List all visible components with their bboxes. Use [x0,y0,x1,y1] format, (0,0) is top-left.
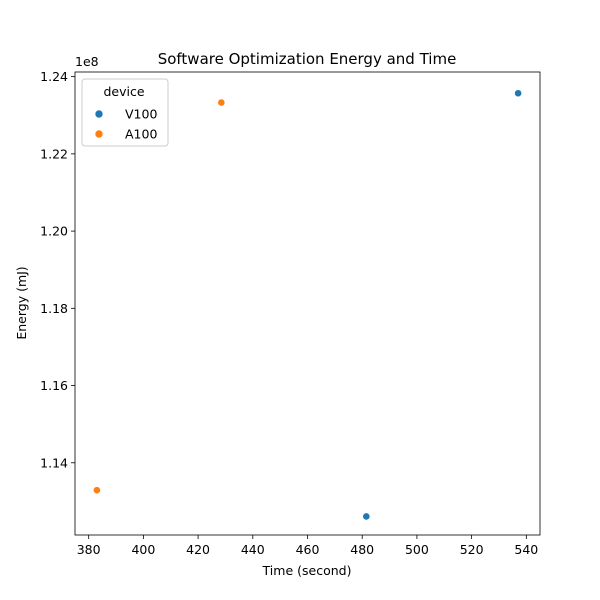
legend: device V100 A100 [81,78,169,147]
y-tick-label: 1.20 [40,224,68,239]
x-tick-label: 460 [296,542,320,557]
legend-box [81,78,169,147]
data-point-a100 [92,486,101,495]
data-point-v100 [362,512,371,521]
x-tick-label: 520 [460,542,484,557]
x-axis-label: Time (second) [262,563,352,578]
plot-area [74,71,541,536]
y-tick-label: 1.24 [40,69,68,84]
y-axis-label: Energy (mJ) [14,266,29,339]
x-tick-label: 500 [405,542,429,557]
legend-marker-a100 [94,129,104,139]
y-tick-label: 1.16 [40,378,68,393]
legend-marker-v100 [94,109,104,119]
x-tick-label: 540 [514,542,538,557]
y-offset-label: 1e8 [75,54,99,69]
y-tick-label: 1.18 [40,301,68,316]
legend-label-a100: A100 [125,127,157,142]
data-point-a100 [217,98,226,107]
x-tick-label: 420 [186,542,210,557]
data-point-v100 [514,89,523,98]
x-tick-label: 400 [131,542,155,557]
x-tick-label: 440 [241,542,265,557]
legend-title: device [103,84,144,99]
y-tick-label: 1.22 [40,146,68,161]
legend-label-v100: V100 [125,107,157,122]
x-tick-label: 480 [350,542,374,557]
chart-title: Software Optimization Energy and Time [158,50,457,68]
y-tick-label: 1.14 [40,455,68,470]
x-tick-label: 380 [77,542,101,557]
